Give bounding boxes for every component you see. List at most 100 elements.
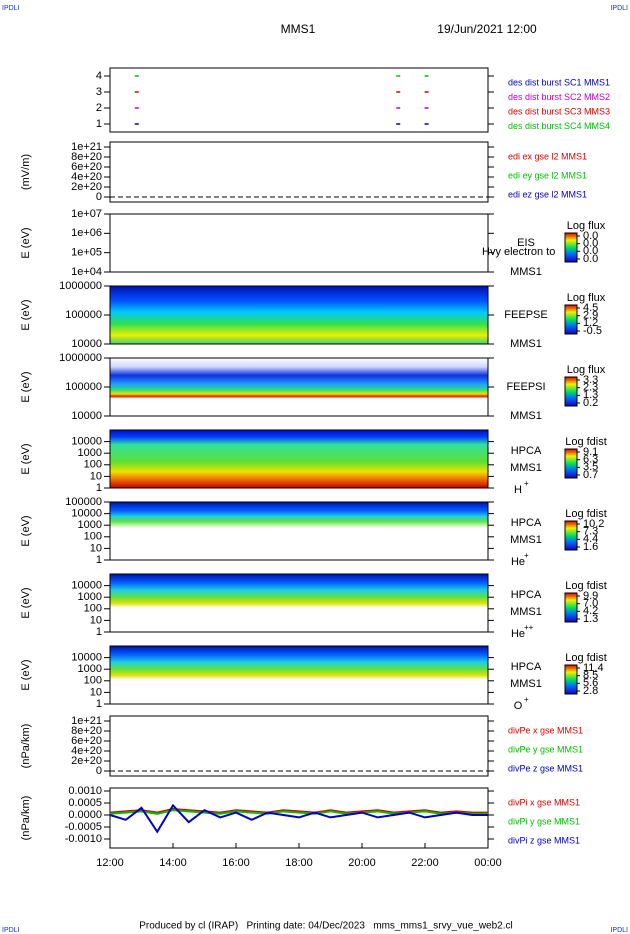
y-axis-label: (nPa/km) (20, 796, 32, 841)
spacecraft-label: MMS1 (510, 338, 542, 350)
legend-entry: edi ex gse l2 MMS1 (508, 151, 587, 161)
colorbar-title: Log flux (567, 292, 606, 304)
legend-entry: divPi y gse MMS1 (508, 816, 580, 826)
colorbar (564, 592, 578, 623)
colorbar-tick-label: 4.4 (583, 533, 598, 545)
spectrogram (110, 502, 488, 560)
legend-entry: divPe y gse MMS1 (508, 744, 583, 754)
colorbar-title: Log fdist (565, 508, 607, 520)
y-tick-label: 6e+20 (71, 735, 102, 747)
y-tick-label: 2 (96, 102, 102, 114)
y-axis-label: E (eV) (20, 443, 32, 474)
colorbar (564, 376, 578, 407)
colorbar-tick-label: 7.3 (583, 526, 598, 538)
y-tick-label: 10000 (71, 652, 102, 664)
legend-entry: divPe x gse MMS1 (508, 725, 583, 735)
colorbar (564, 448, 578, 479)
y-tick-label: 8e+20 (71, 151, 102, 163)
y-tick-label: 10 (90, 470, 102, 482)
species-label: H (514, 484, 522, 496)
y-tick-label: 1 (96, 118, 102, 130)
y-axis-label: (nPa/km) (20, 724, 32, 769)
y-tick-label: 0 (96, 765, 102, 777)
y-tick-label: 100000 (65, 496, 102, 508)
note: Hvy electron to (482, 246, 555, 258)
colorbar-tick-label: 1.3 (583, 613, 598, 625)
y-tick-label: -0.0005 (65, 821, 102, 833)
species-label: He (511, 628, 525, 640)
y-tick-label: 10 (90, 542, 102, 554)
panel-frame (109, 213, 489, 273)
x-tick-label: 22:00 (411, 857, 439, 869)
y-tick-label: 0.0000 (68, 809, 102, 821)
legend-entry: des dist burst SC3 MMS3 (508, 106, 610, 116)
y-tick-label: 100 (84, 531, 102, 543)
colorbar-tick-label: 1.3 (583, 389, 598, 401)
spacecraft-label: MMS1 (510, 410, 542, 422)
colorbar-tick-label: 0.7 (583, 469, 598, 481)
y-tick-label: 100 (84, 459, 102, 471)
y-tick-label: 2e+20 (71, 181, 102, 193)
y-tick-label: 1 (96, 698, 102, 710)
colorbar-tick-label: 2.3 (583, 382, 598, 394)
y-tick-label: 3 (96, 86, 102, 98)
spectrogram (110, 358, 488, 416)
y-axis-label: (mV/m) (20, 154, 32, 190)
spectrogram (110, 430, 488, 488)
colorbar-tick-label: 3.5 (583, 461, 598, 473)
colorbar-tick-label: 0.2 (583, 397, 598, 409)
colorbar-tick-label: 3.3 (583, 374, 598, 386)
colorbar-tick-label: 7.0 (583, 598, 598, 610)
y-tick-label: 100000 (65, 309, 102, 321)
spacecraft-label: MMS1 (510, 266, 542, 278)
y-tick-label: 10 (90, 686, 102, 698)
footer-text: Produced by cl (IRAP) Printing date: 04/… (139, 921, 513, 932)
panel-frame (109, 141, 489, 203)
spacecraft-label: MMS1 (510, 678, 542, 690)
y-tick-label: 4e+20 (71, 745, 102, 757)
instrument-label: HPCA (511, 661, 542, 673)
y-tick-label: 4e+20 (71, 171, 102, 183)
legend-entry: divPi z gse MMS1 (508, 835, 580, 845)
species-charge: + (524, 695, 529, 704)
y-tick-label: 4 (96, 70, 102, 82)
legend-entry: des dist burst SC1 MMS1 (508, 77, 610, 87)
y-axis-label: E (eV) (20, 227, 32, 258)
legend-entry: edi ez gse l2 MMS1 (508, 189, 587, 199)
x-tick-label: 12:00 (96, 857, 124, 869)
colorbar-tick-label: 2.9 (583, 310, 598, 322)
y-tick-label: 1e+04 (71, 266, 102, 278)
colorbar-title: Log fdist (565, 436, 607, 448)
y-tick-label: 2e+20 (71, 755, 102, 767)
y-axis-label: E (eV) (20, 659, 32, 690)
y-tick-label: 1000000 (59, 280, 102, 292)
tag: IPDLI (2, 5, 20, 12)
y-tick-label: 1e+21 (71, 715, 102, 727)
species-charge: + (524, 479, 529, 488)
legend-entry: des dist burst SC4 MMS4 (508, 121, 610, 131)
colorbar-title: Log fdist (565, 580, 607, 592)
spectrogram (110, 286, 488, 344)
panel-frame (109, 573, 489, 633)
spacecraft-label: MMS1 (510, 606, 542, 618)
panel-frame (109, 501, 489, 561)
y-tick-label: 0.0010 (68, 785, 102, 797)
y-tick-label: 10000 (71, 436, 102, 448)
date: 19/Jun/2021 12:00 (437, 22, 537, 36)
y-tick-label: 8e+20 (71, 725, 102, 737)
colorbar-tick-label: 0.0 (583, 245, 598, 257)
colorbar-tick-label: 1.2 (583, 317, 598, 329)
y-tick-label: 10000 (71, 410, 102, 422)
data-line (109, 809, 488, 815)
y-tick-label: 1000 (78, 447, 102, 459)
colorbar-tick-label: 0.0 (583, 238, 598, 250)
colorbar-tick-label: 2.8 (583, 685, 598, 697)
instrument-label: HPCA (511, 445, 542, 457)
y-tick-label: 100 (84, 675, 102, 687)
x-tick-label: 16:00 (222, 857, 250, 869)
colorbar-tick-label: 4.2 (583, 605, 598, 617)
y-tick-label: 1000000 (59, 352, 102, 364)
colorbar-tick-label: 10.2 (583, 518, 604, 530)
y-tick-label: 10000 (71, 508, 102, 520)
